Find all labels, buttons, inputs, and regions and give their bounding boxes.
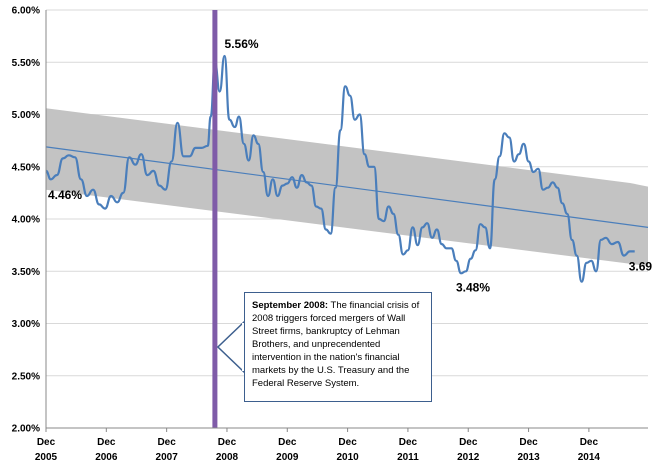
x-tick-label-top: Dec bbox=[218, 437, 237, 448]
x-tick-label-top: Dec bbox=[459, 437, 478, 448]
data-label: 3.48% bbox=[456, 280, 490, 294]
x-tick-label-bottom: 2008 bbox=[216, 452, 239, 463]
x-tick-label-bottom: 2009 bbox=[276, 452, 299, 463]
y-tick-label: 5.50% bbox=[12, 58, 40, 69]
x-tick-label-bottom: 2014 bbox=[578, 452, 601, 463]
y-tick-label: 2.50% bbox=[12, 371, 40, 382]
x-tick-label-top: Dec bbox=[399, 437, 418, 448]
series-path bbox=[45, 54, 635, 283]
x-tick-label-bottom: 2007 bbox=[156, 452, 179, 463]
data-label: 5.56% bbox=[225, 37, 259, 51]
x-tick-label-bottom: 2010 bbox=[336, 452, 359, 463]
y-tick-label: 4.50% bbox=[12, 162, 40, 173]
data-label: 3.69% bbox=[629, 259, 652, 273]
trend-line-path bbox=[45, 146, 649, 228]
x-tick-label-top: Dec bbox=[338, 437, 357, 448]
callout-body: The financial crisis of 2008 triggers fo… bbox=[252, 300, 420, 389]
y-tick-label: 2.00% bbox=[12, 424, 40, 435]
y-tick-label: 6.00% bbox=[12, 6, 40, 17]
x-tick-label-top: Dec bbox=[97, 437, 116, 448]
x-tick-label-bottom: 2005 bbox=[35, 452, 58, 463]
event-marker-line bbox=[212, 10, 218, 428]
x-tick-label-bottom: 2012 bbox=[457, 452, 480, 463]
y-tick-label: 3.50% bbox=[12, 267, 40, 278]
data-label: 4.46% bbox=[48, 188, 82, 202]
trend-line bbox=[45, 146, 649, 228]
y-tick-label: 5.00% bbox=[12, 110, 40, 121]
series-line bbox=[45, 54, 635, 283]
x-tick-label-top: Dec bbox=[278, 437, 297, 448]
axes: 2.00% 2.50% 3.00% 3.50% 4.00% 4.50% 5.00% 5.50%… bbox=[12, 6, 648, 463]
event-vertical-bar bbox=[212, 10, 218, 428]
callout-box: September 2008: The financial crisis of … bbox=[244, 292, 432, 402]
y-tick-label: 4.00% bbox=[12, 215, 40, 226]
callout-title: September 2008: bbox=[252, 300, 329, 311]
x-tick-label-bottom: 2013 bbox=[517, 452, 540, 463]
x-tick-label-top: Dec bbox=[157, 437, 176, 448]
y-tick-label: 3.00% bbox=[12, 319, 40, 330]
x-tick-label-bottom: 2011 bbox=[397, 452, 419, 463]
x-tick-label-top: Dec bbox=[519, 437, 538, 448]
x-tick-label-bottom: 2006 bbox=[95, 452, 118, 463]
annotations: 4.46% 5.56% 3.48% 3.69% bbox=[48, 37, 652, 294]
callout-arrow bbox=[216, 320, 245, 374]
x-tick-label-top: Dec bbox=[37, 437, 56, 448]
x-tick-label-top: Dec bbox=[580, 437, 599, 448]
callout-pointer bbox=[216, 320, 246, 374]
